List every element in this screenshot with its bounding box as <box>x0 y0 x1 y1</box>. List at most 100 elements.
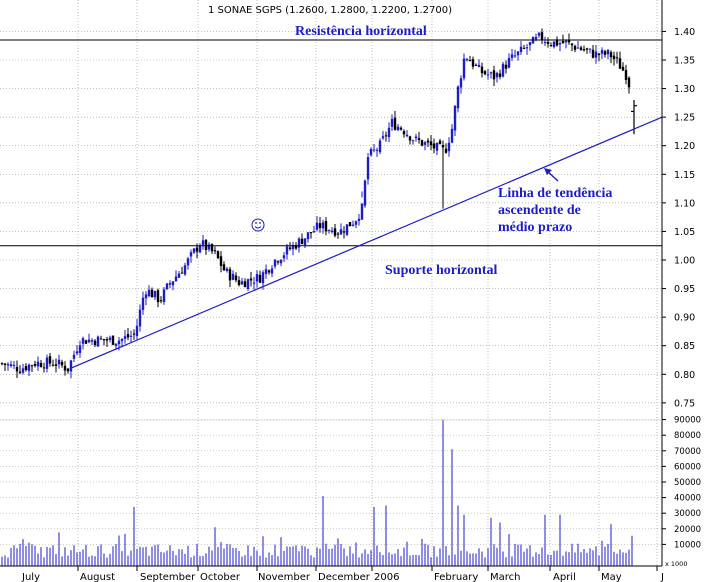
resistance-label: Resistência horizontal <box>295 24 427 39</box>
price-bar-body <box>75 351 79 354</box>
price-bar-body <box>402 131 406 135</box>
price-bar-body <box>537 32 541 36</box>
price-bar-body <box>435 142 439 151</box>
smiley-icon <box>251 218 265 232</box>
price-bar-body <box>48 356 52 364</box>
price-bar-body <box>387 127 391 137</box>
volume-tick-label: 30000 <box>674 509 701 519</box>
price-bar-body <box>411 140 415 142</box>
price-bar-body <box>231 273 235 280</box>
price-bar-body <box>294 244 298 249</box>
axes <box>0 0 666 571</box>
price-bar-body <box>228 269 232 281</box>
volume-tick-label: 80000 <box>674 431 701 441</box>
price-bar-body <box>198 245 202 253</box>
price-bar-body <box>261 272 265 284</box>
price-bar-body <box>315 222 319 230</box>
price-bar-body <box>543 42 547 44</box>
trend-line <box>69 116 663 370</box>
price-bar-body <box>624 70 628 80</box>
price-bar-body <box>12 364 16 366</box>
price-bar-body <box>234 275 238 281</box>
price-bar-body <box>522 47 526 49</box>
price-bar-body <box>129 335 133 337</box>
price-bar-body <box>57 359 61 365</box>
price-bar-body <box>180 272 184 274</box>
price-bar-body <box>21 368 25 373</box>
price-bar-body <box>474 64 478 66</box>
price-bar-body <box>459 78 463 88</box>
price-bar-body <box>27 364 31 371</box>
price-bar-body <box>546 41 550 44</box>
price-bar-body <box>9 364 13 367</box>
price-bar-body <box>201 240 205 245</box>
month-label: April <box>553 572 576 582</box>
month-label: 2006 <box>374 572 399 582</box>
volume-tick-label: 70000 <box>674 447 701 457</box>
price-bar-body <box>336 233 340 235</box>
price-bar-body <box>450 128 454 143</box>
price-bar-body <box>243 281 247 288</box>
price-bar-body <box>264 269 268 274</box>
price-bar-body <box>159 300 163 302</box>
price-bar-body <box>516 51 520 56</box>
price-bar-body <box>0 363 4 365</box>
price-bar-body <box>429 141 433 146</box>
price-bar-body <box>618 58 622 69</box>
price-bar-body <box>426 140 430 143</box>
price-bar-body <box>342 231 346 233</box>
price-bar-body <box>555 39 559 46</box>
price-bar-body <box>609 52 613 58</box>
price-bar-body <box>519 46 523 53</box>
price-bar-body <box>33 363 37 366</box>
price-bar-body <box>147 289 151 297</box>
price-bar-body <box>138 309 142 327</box>
price-bar-body <box>444 148 448 153</box>
price-bar-body <box>204 239 208 250</box>
arrow-icon <box>544 168 559 182</box>
price-bar-body <box>471 59 475 67</box>
price-bar-body <box>123 336 127 339</box>
price-bar-body <box>552 41 556 48</box>
price-bar-body <box>45 357 49 369</box>
price-bar-body <box>414 136 418 139</box>
price-bar-body <box>333 228 337 236</box>
price-bar-body <box>606 49 610 55</box>
price-bar-body <box>87 339 91 343</box>
price-bar-body <box>375 149 379 151</box>
price-bar-body <box>174 276 178 282</box>
price-bar-body <box>96 336 100 347</box>
price-bar-body <box>165 283 169 290</box>
month-label: November <box>258 572 311 582</box>
volume-tick-label: 40000 <box>674 494 701 504</box>
price-bar-body <box>495 72 499 78</box>
price-bar-body <box>372 149 376 151</box>
price-bar-body <box>621 66 625 71</box>
month-label: March <box>490 572 520 582</box>
price-tick-label: 0.90 <box>674 313 695 324</box>
price-bar-body <box>267 270 271 273</box>
price-bar-body <box>366 157 370 180</box>
price-bar-body <box>369 148 373 156</box>
price-bar-body <box>210 244 214 252</box>
price-bar-body <box>150 289 154 298</box>
price-bar-body <box>195 247 199 252</box>
price-bar-body <box>114 343 118 346</box>
price-bar-body <box>324 221 328 232</box>
month-label: December <box>318 572 371 582</box>
price-bar-body <box>405 134 409 137</box>
price-bar-body <box>576 47 580 49</box>
month-label: J <box>660 572 664 582</box>
price-bar-body <box>477 64 481 67</box>
price-bar-body <box>393 117 397 130</box>
month-label: October <box>200 572 241 582</box>
price-bar-body <box>441 145 445 148</box>
month-label: September <box>140 572 196 582</box>
month-label: May <box>601 572 622 582</box>
price-tick-label: 0.85 <box>674 341 695 352</box>
price-bar-body <box>306 232 310 240</box>
price-bar-body <box>135 325 139 337</box>
price-bar-body <box>318 223 322 228</box>
price-bar-body <box>6 364 10 366</box>
price-bar-body <box>504 64 508 69</box>
